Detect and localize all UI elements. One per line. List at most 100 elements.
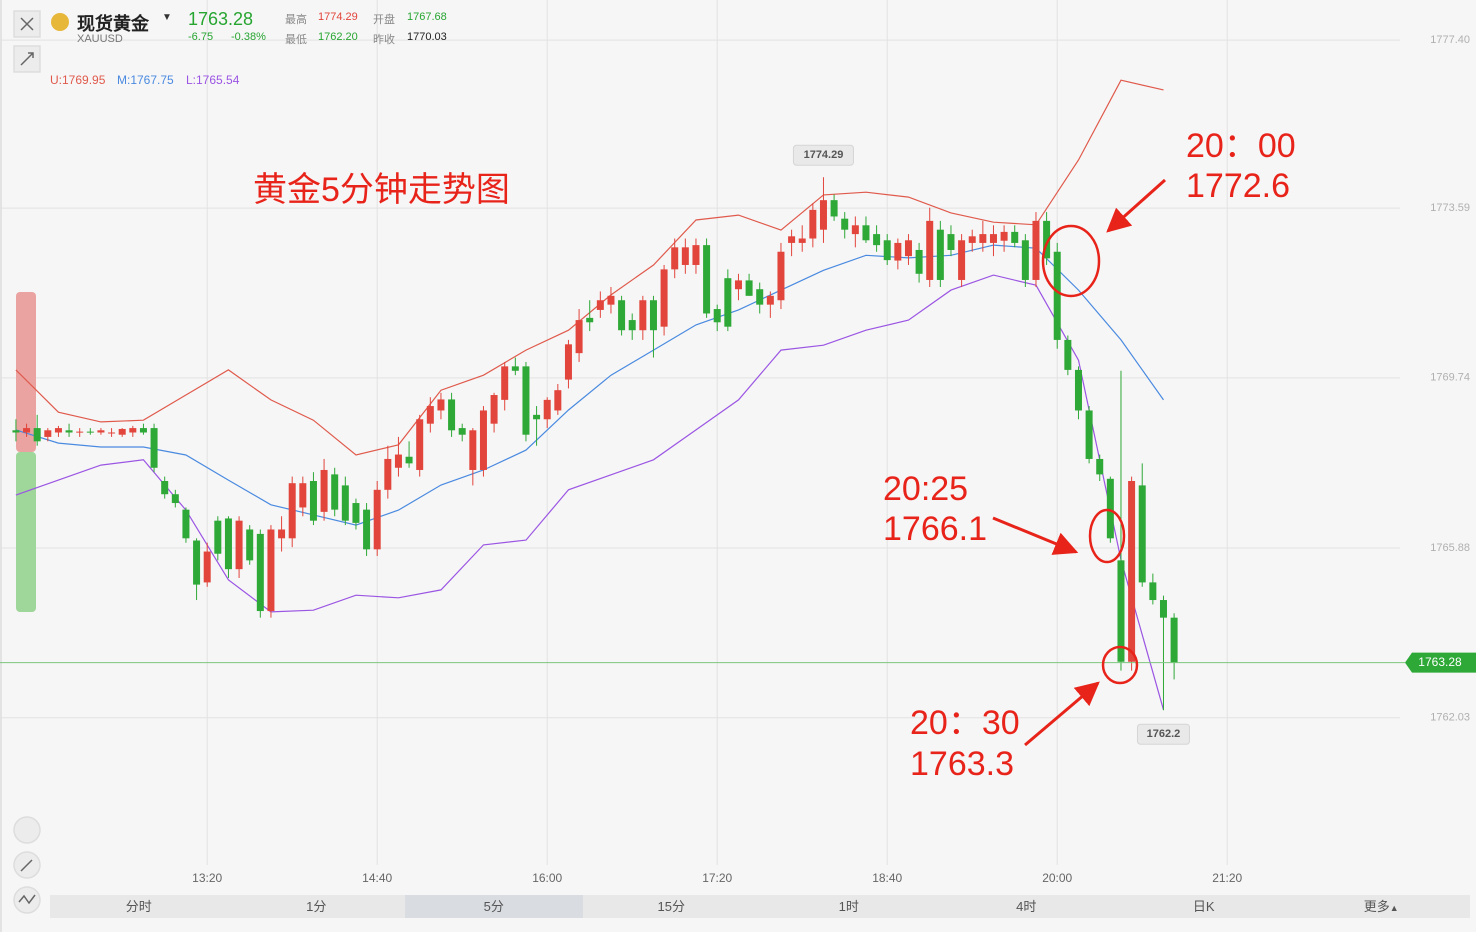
candle-body: [607, 295, 615, 305]
candle-body: [862, 225, 870, 241]
tab[interactable]: 日K: [1192, 899, 1215, 914]
tab[interactable]: 15分: [657, 899, 685, 914]
candle-body: [203, 551, 211, 583]
annotation: 20：30: [910, 704, 1020, 742]
candle-body: [1000, 231, 1008, 241]
candle-body: [171, 494, 179, 504]
candle-body: [1159, 600, 1167, 618]
candle-body: [288, 483, 296, 539]
candle-body: [1096, 458, 1104, 475]
candle-body: [320, 469, 328, 512]
sentiment-bull: [16, 292, 36, 452]
candle-body: [904, 240, 912, 257]
stat-value: 1762.20: [318, 31, 358, 43]
circle: [1088, 508, 1126, 564]
candle-body: [660, 269, 668, 327]
symbol-code: XAUUSD: [77, 33, 123, 45]
candle-body: [596, 300, 604, 310]
candle-body: [33, 428, 41, 442]
y-tick-label: 1762.03: [1430, 712, 1470, 724]
candle-body: [437, 399, 445, 411]
y-tick-label: 1769.74: [1430, 372, 1470, 384]
last-price-label: 1763.28: [1418, 655, 1462, 669]
candle-body: [373, 489, 381, 550]
candle-body: [724, 278, 732, 327]
candle-body: [97, 430, 105, 433]
candle-body: [86, 431, 94, 433]
candle-body: [1053, 251, 1061, 340]
candle-body: [926, 220, 934, 280]
candle-body: [809, 209, 817, 239]
dropdown-caret[interactable]: ▼: [162, 12, 172, 23]
x-tick-label: 21:20: [1212, 871, 1242, 885]
candle-body: [363, 509, 371, 550]
pen-icon: [20, 859, 33, 872]
candle-body: [883, 240, 891, 261]
candle-body: [522, 366, 530, 435]
close-icon: [20, 17, 34, 31]
candle-body: [639, 300, 647, 331]
candle-body: [479, 410, 487, 470]
x-tick-label: 20:00: [1042, 871, 1072, 885]
tab[interactable]: 4时: [1016, 899, 1037, 914]
candle-body: [618, 300, 626, 331]
annotation: 20:25: [883, 470, 968, 508]
stat-label: 最低: [285, 34, 307, 46]
change: -6.75: [188, 31, 214, 43]
tab-more[interactable]: 更多▲: [1293, 895, 1471, 918]
candle-body: [1011, 231, 1019, 243]
stat-value: 1770.03: [407, 31, 447, 43]
candle-body: [246, 529, 254, 561]
candle-body: [554, 390, 562, 411]
candle-body: [1085, 410, 1093, 459]
candle-body: [1074, 369, 1082, 411]
tab[interactable]: 1分: [306, 899, 327, 914]
candle-body: [830, 200, 838, 217]
indicator-button[interactable]: [13, 816, 41, 844]
y-tick-label: 1765.88: [1430, 542, 1470, 554]
candle-body: [1043, 220, 1051, 259]
line-icon: [18, 894, 36, 905]
candle-body: [1106, 478, 1114, 539]
candle-body: [23, 428, 31, 433]
candle-body: [331, 474, 339, 510]
candle-body: [873, 234, 881, 246]
candle-body: [734, 280, 742, 290]
candle-body: [65, 430, 73, 433]
candle-body: [193, 540, 201, 585]
legend-entry: L:1765.54: [186, 73, 240, 87]
arrow: [992, 516, 1079, 555]
stat-value: 1767.68: [407, 11, 447, 23]
edge: [0, 0, 2, 932]
candle-body: [214, 520, 222, 554]
tab[interactable]: 分时: [125, 899, 152, 914]
toolbar: [13, 10, 41, 914]
annotation: 20：00: [1186, 127, 1296, 165]
stat-label: 昨收: [373, 34, 395, 46]
candle-body: [341, 485, 349, 521]
candle-body: [915, 249, 923, 274]
annotations: 黄金5分钟走势图 20：00 1772.6 20:25 1766.1 20：30…: [253, 127, 1296, 783]
symbol-name[interactable]: 现货黄金: [77, 14, 149, 34]
candle-body: [533, 414, 541, 420]
low-label: 1762.2: [1147, 728, 1181, 740]
candle-body: [1138, 485, 1146, 583]
candle-body: [118, 428, 126, 435]
tab-selected[interactable]: 5分: [405, 895, 583, 918]
candle-body: [798, 238, 806, 243]
candle-body: [958, 240, 966, 280]
tab[interactable]: 1时: [838, 899, 859, 914]
x-tick-label: 13:20: [192, 871, 222, 885]
candle-body: [352, 503, 360, 523]
candle-body: [649, 300, 657, 331]
candle-body: [278, 529, 286, 539]
caret: ▲: [1389, 903, 1399, 913]
candle-body: [405, 456, 413, 464]
candle-body: [309, 480, 317, 521]
low-tag: [1136, 723, 1190, 745]
x-tick-label: 17:20: [702, 871, 732, 885]
candle-body: [766, 295, 774, 305]
candle-body: [894, 242, 902, 261]
x-tick-label: 14:40: [362, 871, 392, 885]
